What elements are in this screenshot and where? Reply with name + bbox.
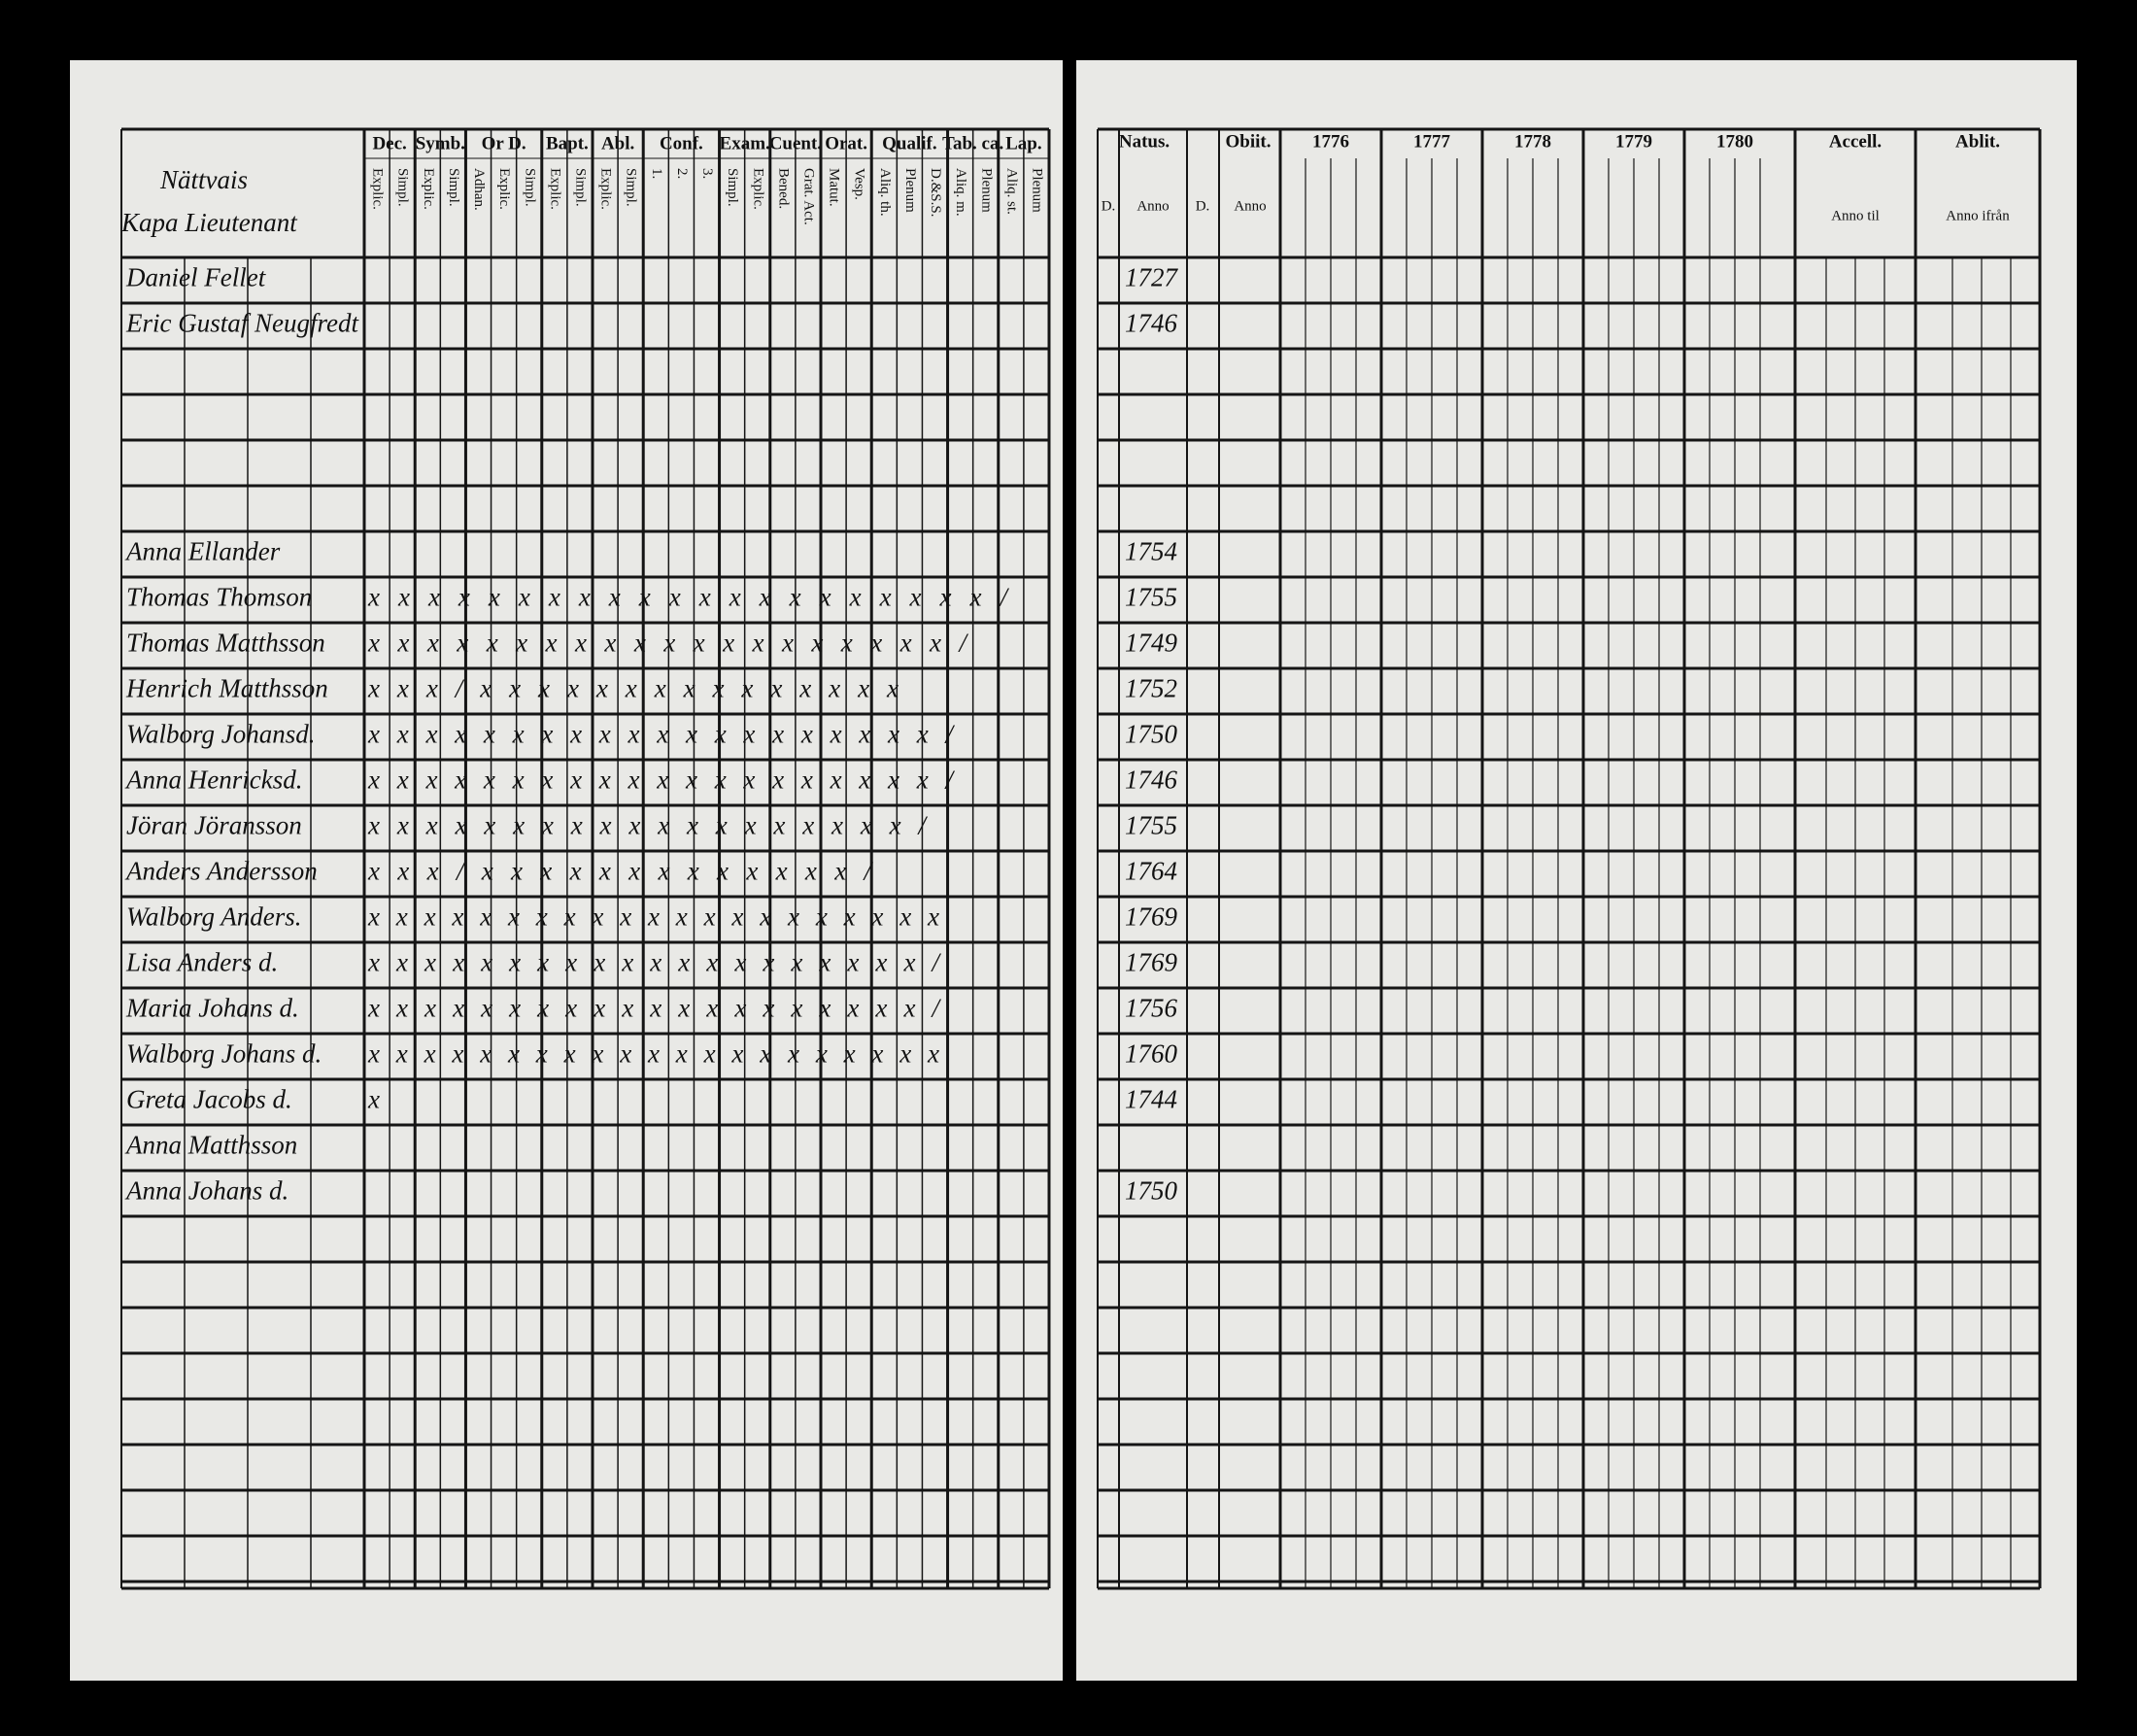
catechism-marks: x x x x x x x x x x x x x x x x x x x x … bbox=[367, 629, 968, 658]
column-sub: 2. bbox=[674, 168, 690, 179]
header-label: Natus. bbox=[1119, 131, 1170, 152]
catechism-marks: x x x x x x x x x x x x x x x x x x x / bbox=[367, 811, 928, 840]
person-name: Daniel Fellet bbox=[125, 263, 267, 292]
person-name: Thomas Thomson bbox=[126, 583, 312, 612]
year-header: 1776 bbox=[1312, 131, 1349, 152]
column-sub: Explic. bbox=[496, 168, 512, 210]
column-sub: Matut. bbox=[827, 168, 842, 207]
catechism-marks: x bbox=[367, 1085, 380, 1114]
column-sub: Plenum bbox=[978, 168, 994, 213]
right-page bbox=[1076, 60, 2077, 1681]
year-header: 1777 bbox=[1413, 131, 1451, 152]
birth-year: 1750 bbox=[1125, 720, 1178, 749]
column-sub: 1. bbox=[649, 168, 664, 179]
person-name: Anders Andersson bbox=[124, 857, 318, 886]
person-name: Walborg Johansd. bbox=[126, 720, 316, 749]
column-sub: Explic. bbox=[750, 168, 765, 210]
column-sub: Plenum bbox=[1030, 168, 1045, 213]
person-name: Anna Ellander bbox=[124, 537, 281, 566]
catechism-marks: x x x x x x x x x x x x x x x x x x x x … bbox=[367, 766, 955, 795]
person-name: Anna Johans d. bbox=[124, 1176, 288, 1206]
column-sub: Bened. bbox=[775, 168, 791, 209]
year-header: 1779 bbox=[1615, 131, 1652, 152]
person-name: Greta Jacobs d. bbox=[126, 1085, 292, 1114]
birth-year: 1746 bbox=[1125, 766, 1178, 795]
person-name: Lisa Anders d. bbox=[125, 948, 278, 977]
column-sub: Grat. Act. bbox=[801, 168, 817, 225]
column-group: Conf. bbox=[660, 133, 703, 153]
column-sub: Aliq. th. bbox=[877, 168, 893, 217]
person-name: Henrich Matthsson bbox=[125, 674, 328, 703]
person-name: Walborg Johans d. bbox=[126, 1039, 322, 1069]
column-sub: 3. bbox=[699, 168, 715, 179]
birth-year: 1750 bbox=[1125, 1176, 1178, 1206]
header-label: D. bbox=[1102, 198, 1116, 214]
birth-year: 1744 bbox=[1125, 1085, 1177, 1114]
person-name: Anna Matthsson bbox=[124, 1131, 297, 1160]
title-line: Nättvais bbox=[159, 165, 248, 194]
catechism-marks: x x x x x x x x x x x x x x x x x x x x … bbox=[367, 1039, 939, 1069]
birth-year: 1752 bbox=[1125, 674, 1177, 703]
birth-year: 1769 bbox=[1125, 948, 1178, 977]
header-label: Obiit. bbox=[1226, 131, 1272, 152]
column-sub: Simpl. bbox=[446, 168, 461, 207]
person-name: Eric Gustaf Neugfredt bbox=[125, 309, 359, 338]
column-sub: Explic. bbox=[421, 168, 436, 210]
year-header: 1780 bbox=[1716, 131, 1753, 152]
column-sub: Explic. bbox=[547, 168, 562, 210]
birth-year: 1756 bbox=[1125, 994, 1178, 1023]
column-sub: Aliq. st. bbox=[1003, 168, 1019, 215]
catechism-marks: x x x x x x x x x x x x x x x x x x x x … bbox=[367, 948, 941, 977]
column-group: Or D. bbox=[482, 133, 526, 153]
column-group: Qualif. bbox=[882, 133, 936, 153]
column-sub: Explic. bbox=[598, 168, 614, 210]
birth-year: 1755 bbox=[1125, 583, 1177, 612]
birth-year: 1746 bbox=[1125, 309, 1178, 338]
person-name: Anna Henricksd. bbox=[124, 766, 302, 795]
title-line: Kapa Lieutenant bbox=[120, 208, 298, 237]
header-label: Anno til bbox=[1831, 208, 1880, 223]
birth-year: 1755 bbox=[1125, 811, 1177, 840]
header-label: Anno bbox=[1234, 198, 1266, 214]
birth-year: 1764 bbox=[1125, 857, 1177, 886]
birth-year: 1727 bbox=[1125, 263, 1179, 292]
catechism-marks: x x x / x x x x x x x x x x x x x x x bbox=[367, 674, 899, 703]
header-label: D. bbox=[1196, 198, 1210, 214]
column-sub: Simpl. bbox=[395, 168, 411, 207]
birth-year: 1769 bbox=[1125, 902, 1178, 932]
column-sub: Vesp. bbox=[852, 168, 867, 200]
catechism-marks: x x x x x x x x x x x x x x x x x x x x … bbox=[367, 583, 1009, 612]
person-name: Walborg Anders. bbox=[126, 902, 302, 932]
year-header: 1778 bbox=[1514, 131, 1551, 152]
column-sub: Adhan. bbox=[471, 168, 487, 211]
header-label: Anno bbox=[1136, 198, 1169, 214]
column-sub: Simpl. bbox=[522, 168, 537, 207]
catechism-marks: x x x x x x x x x x x x x x x x x x x x … bbox=[367, 994, 941, 1023]
catechism-marks: x x x x x x x x x x x x x x x x x x x x … bbox=[367, 720, 955, 749]
header-label: Ablit. bbox=[1955, 131, 2000, 152]
person-name: Jöran Jöransson bbox=[126, 811, 302, 840]
column-sub: Simpl. bbox=[624, 168, 639, 207]
column-sub: Aliq. m. bbox=[953, 168, 968, 217]
column-sub: Plenum bbox=[902, 168, 918, 213]
birth-year: 1754 bbox=[1125, 537, 1177, 566]
column-sub: D.&S.S. bbox=[928, 168, 943, 217]
birth-year: 1749 bbox=[1125, 629, 1178, 658]
header-label: Anno ifrån bbox=[1946, 208, 2010, 223]
column-sub: Explic. bbox=[370, 168, 386, 210]
header-label: Accell. bbox=[1829, 131, 1882, 152]
person-name: Maria Johans d. bbox=[125, 994, 299, 1023]
column-sub: Simpl. bbox=[725, 168, 740, 207]
person-name: Thomas Matthsson bbox=[126, 629, 325, 658]
catechism-marks: x x x x x x x x x x x x x x x x x x x x … bbox=[367, 902, 939, 932]
birth-year: 1760 bbox=[1125, 1039, 1178, 1069]
column-sub: Simpl. bbox=[573, 168, 589, 207]
